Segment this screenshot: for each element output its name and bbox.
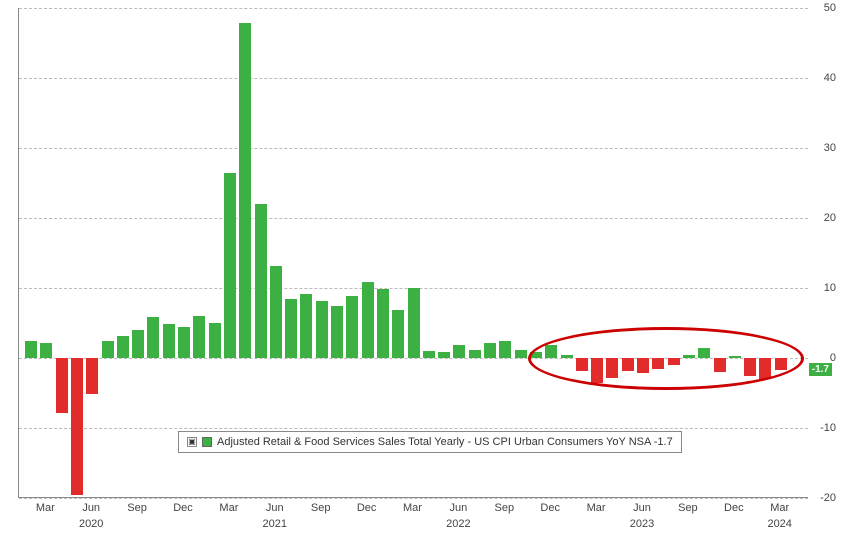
bar [668, 358, 680, 365]
y-tick-label: 40 [824, 72, 836, 84]
y-tick-label: 10 [824, 282, 836, 294]
x-tick-label: Mar [770, 502, 789, 514]
bar [775, 358, 787, 370]
x-tick-label: Mar [587, 502, 606, 514]
bar [423, 351, 435, 358]
bar [285, 299, 297, 359]
x-tick-label: Sep [678, 502, 698, 514]
x-tick-label: Jun [633, 502, 651, 514]
bar [40, 343, 52, 358]
bar [132, 330, 144, 358]
y-tick-label: 50 [824, 2, 836, 14]
bar [102, 341, 114, 359]
value-callout: -1.7 [809, 363, 832, 376]
bar [637, 358, 649, 373]
x-tick-label: Mar [36, 502, 55, 514]
x-tick-label: Dec [357, 502, 377, 514]
gridline [19, 78, 808, 79]
x-tick-label: Mar [219, 502, 238, 514]
bar [316, 301, 328, 358]
x-year-label: 2020 [79, 518, 103, 530]
bar [515, 350, 527, 358]
bar [346, 296, 358, 358]
bar [255, 204, 267, 358]
bar [209, 323, 221, 358]
bar [300, 294, 312, 358]
gridline [19, 218, 808, 219]
legend-series-marker [202, 437, 212, 447]
bar [759, 358, 771, 379]
bar [652, 358, 664, 369]
bar [530, 352, 542, 358]
x-tick-label: Sep [495, 502, 515, 514]
bar [744, 358, 756, 376]
bar [362, 282, 374, 358]
bar [56, 358, 68, 413]
legend-toggle-icon[interactable]: ▣ [187, 437, 197, 447]
x-tick-label: Dec [540, 502, 560, 514]
bar [163, 324, 175, 358]
bar [147, 317, 159, 358]
gridline [19, 428, 808, 429]
bar [576, 358, 588, 371]
chart-container: -20-1001020304050-1.7 ▣ Adjusted Retail … [18, 8, 830, 538]
x-tick-label: Jun [450, 502, 468, 514]
gridline [19, 358, 808, 359]
x-year-label: 2022 [446, 518, 470, 530]
y-tick-label: 20 [824, 212, 836, 224]
bar [71, 358, 83, 495]
bar [377, 289, 389, 358]
bar [622, 358, 634, 371]
bar [438, 352, 450, 358]
plot-area: -20-1001020304050-1.7 [18, 8, 808, 498]
bar [270, 266, 282, 358]
x-tick-label: Sep [311, 502, 331, 514]
x-year-label: 2021 [263, 518, 287, 530]
bar [224, 173, 236, 359]
legend-box: ▣ Adjusted Retail & Food Services Sales … [178, 431, 682, 453]
x-tick-label: Mar [403, 502, 422, 514]
bar [408, 288, 420, 358]
x-tick-label: Jun [82, 502, 100, 514]
x-tick-label: Dec [724, 502, 744, 514]
bar [484, 343, 496, 358]
bar [392, 310, 404, 358]
x-tick-label: Dec [173, 502, 193, 514]
bar [683, 355, 695, 359]
x-year-label: 2023 [630, 518, 654, 530]
bar [117, 336, 129, 358]
bar [714, 358, 726, 372]
gridline [19, 498, 808, 499]
bar [193, 316, 205, 358]
bar [25, 341, 37, 359]
y-tick-label: -10 [820, 422, 836, 434]
bar [561, 355, 573, 359]
bar [331, 306, 343, 359]
bar [178, 327, 190, 359]
bar [606, 358, 618, 378]
y-tick-label: 30 [824, 142, 836, 154]
bar [86, 358, 98, 394]
bar [469, 350, 481, 358]
gridline [19, 8, 808, 9]
x-year-label: 2024 [767, 518, 791, 530]
y-tick-label: -20 [820, 492, 836, 504]
legend-text: Adjusted Retail & Food Services Sales To… [217, 436, 673, 448]
x-tick-label: Jun [266, 502, 284, 514]
bar [591, 358, 603, 383]
bar [729, 356, 741, 358]
bar [453, 345, 465, 358]
x-tick-label: Sep [127, 502, 147, 514]
bar [545, 345, 557, 358]
bar [698, 348, 710, 359]
bar [239, 23, 251, 358]
gridline [19, 148, 808, 149]
bar [499, 341, 511, 359]
